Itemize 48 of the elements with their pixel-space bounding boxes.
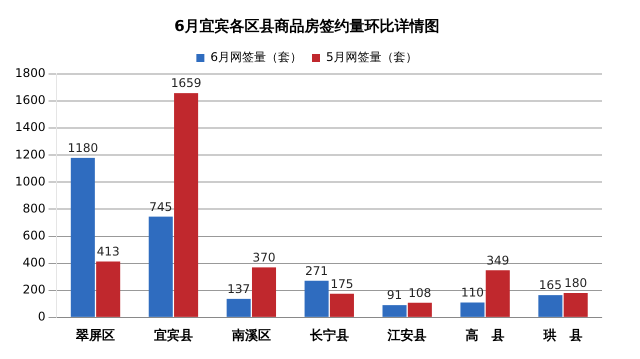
chart-title: 6月宜宾各区县商品房签约量环比详情图 [174,16,440,35]
bar [330,294,354,317]
data-label: 1659 [170,76,202,90]
bar [148,216,173,317]
y-tick-label: 200 [22,282,46,296]
x-tick-label: 南溪区 [230,328,271,344]
data-label: 165 [538,278,562,292]
y-tick-label: 0 [38,310,46,324]
y-tick-label: 1200 [14,147,46,162]
legend-label: 6月网签量（套） [210,50,302,64]
bar [486,270,510,317]
data-label: 745 [149,200,172,214]
y-tick-label: 1400 [14,120,46,134]
y-tick-label: 800 [22,201,46,216]
bar [538,295,562,317]
y-tick-label: 400 [22,255,46,270]
x-tick-label: 宜宾县 [154,328,193,344]
bar [96,262,120,317]
data-label: 349 [486,253,510,268]
bar [226,298,251,317]
bar [304,280,329,317]
data-label: 91 [386,288,402,302]
bar [70,158,95,317]
x-tick-label: 高 县 [466,328,505,344]
y-tick-label: 1800 [14,66,46,80]
bar [382,305,407,317]
data-label: 370 [252,250,276,264]
data-label: 137 [227,282,250,296]
bar [408,302,432,317]
x-tick-label: 江安县 [386,328,427,344]
bar [252,267,276,317]
x-tick-label: 珙 县 [542,328,583,344]
bar [174,93,198,317]
y-tick-label: 1000 [14,174,46,188]
x-tick-label: 长宁县 [308,328,349,344]
y-tick-label: 1600 [14,93,46,108]
data-label: 175 [330,276,354,291]
bar [460,302,484,317]
data-label: 1180 [68,140,98,155]
x-tick-label: 翠屏区 [75,328,115,344]
data-label: 108 [408,286,432,300]
data-label: 413 [96,244,120,259]
bar [564,293,588,317]
data-label: 110 [461,286,484,300]
data-label: 180 [564,276,588,290]
legend-label: 5月网签量（套） [326,50,418,64]
data-label: 271 [305,264,328,278]
y-tick-label: 600 [22,228,46,242]
